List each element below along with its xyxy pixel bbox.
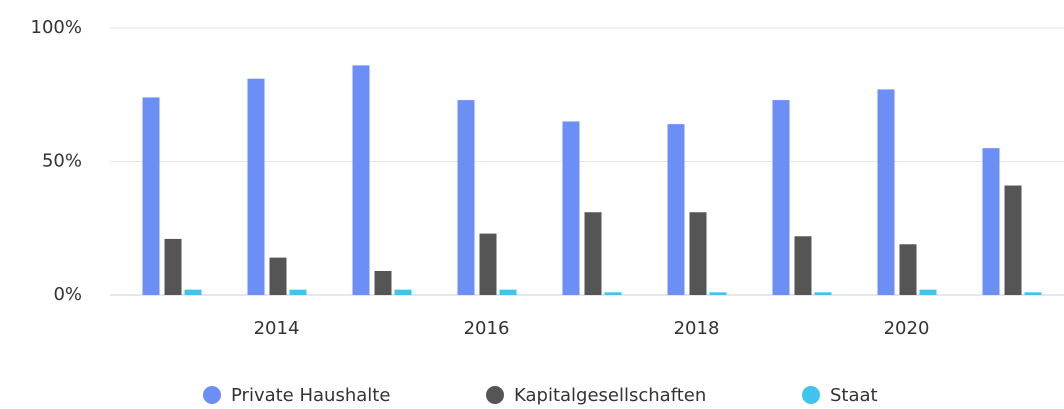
bar (899, 244, 917, 295)
bar (814, 292, 832, 295)
bar (562, 121, 580, 295)
x-tick-label: 2020 (884, 318, 930, 339)
legend-swatch (203, 386, 221, 404)
bar (247, 78, 265, 295)
y-tick-label: 0% (53, 284, 82, 305)
legend-swatch (802, 386, 820, 404)
bar (1024, 292, 1042, 295)
y-tick-label: 50% (42, 151, 82, 172)
x-tick-label: 2016 (464, 318, 510, 339)
legend-swatch (486, 386, 504, 404)
bar (689, 212, 707, 295)
bar (499, 289, 517, 295)
bar (794, 236, 812, 295)
bar (352, 65, 370, 295)
legend-label: Kapitalgesellschaften (514, 385, 706, 406)
bar (604, 292, 622, 295)
legend-label: Private Haushalte (231, 385, 390, 406)
x-tick-label: 2018 (674, 318, 720, 339)
bar (374, 270, 392, 295)
bar (709, 292, 727, 295)
bar (269, 257, 287, 295)
bar (877, 89, 895, 295)
y-tick-label: 100% (31, 17, 82, 38)
bar (982, 148, 1000, 295)
bar (1004, 185, 1022, 295)
bar (772, 100, 790, 295)
bar (584, 212, 602, 295)
bar (457, 100, 475, 295)
x-tick-label: 2014 (254, 318, 300, 339)
bar (184, 289, 202, 295)
bar (164, 238, 182, 295)
bar (479, 233, 497, 295)
bar (289, 289, 307, 295)
bar (667, 124, 685, 296)
legend-label: Staat (830, 385, 878, 406)
bar (142, 97, 160, 295)
bar (919, 289, 937, 295)
bar (394, 289, 412, 295)
